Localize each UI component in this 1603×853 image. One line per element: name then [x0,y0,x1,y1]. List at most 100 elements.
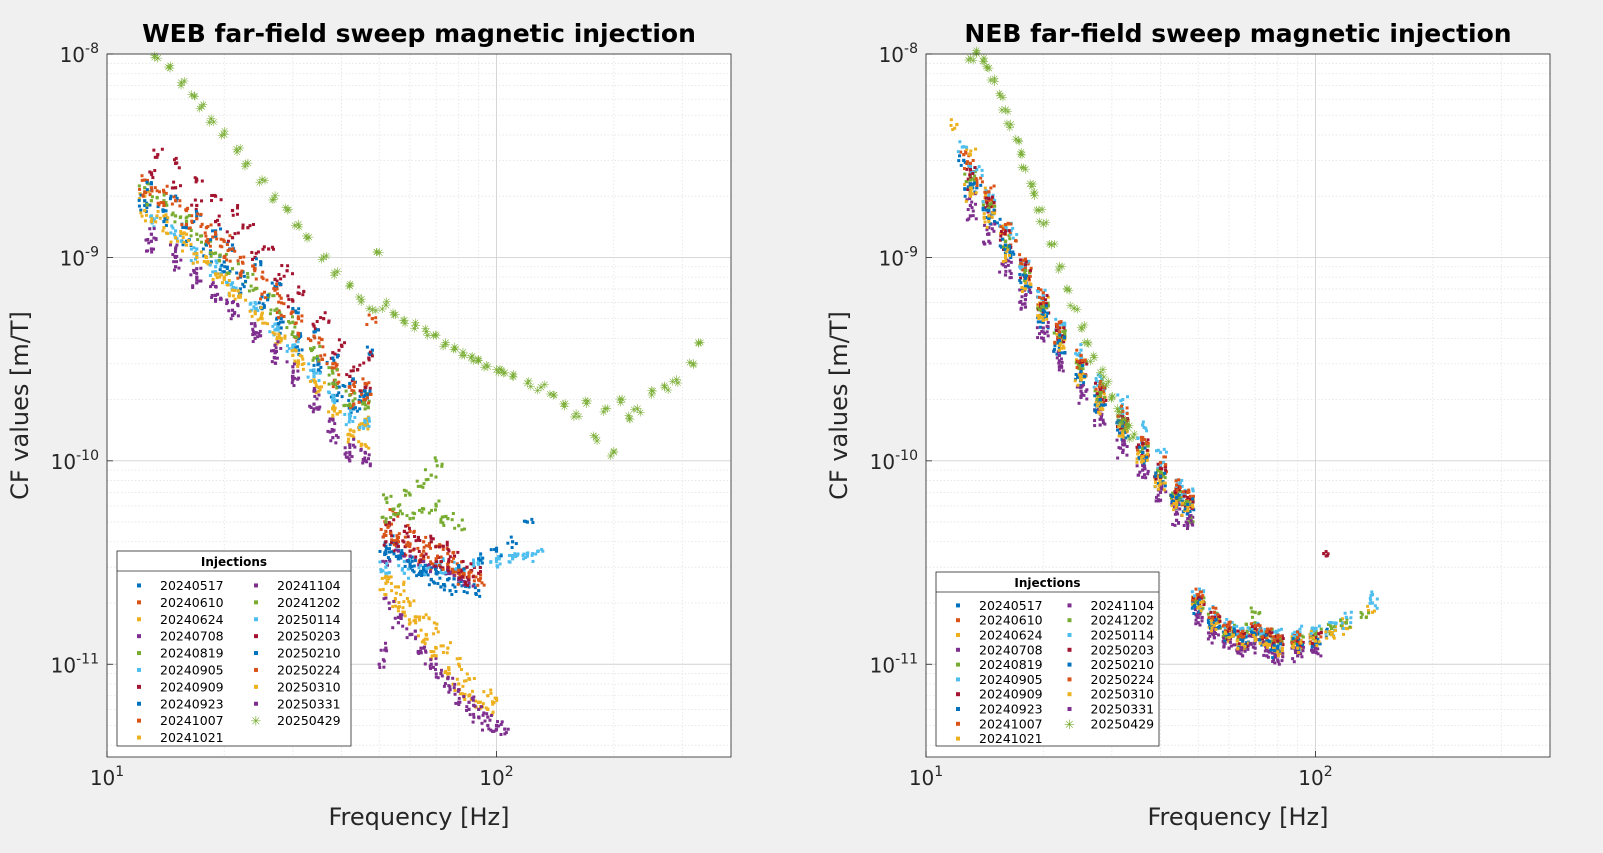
data-point [1079,369,1083,374]
legend-label: 20250203 [1091,642,1155,657]
data-point-jitter [236,289,240,293]
data-point-jitter [472,695,476,699]
data-point-jitter [327,410,331,414]
data-point-jitter [287,347,291,351]
data-point-jitter [1056,341,1060,345]
data-point-jitter [1253,624,1257,628]
data-point [1296,636,1300,640]
data-point-jitter [311,348,315,352]
data-point [384,646,388,650]
data-point-jitter [1019,261,1023,265]
data-point [408,632,412,637]
data-point-jitter [1092,385,1096,389]
data-point-jitter [140,178,144,182]
data-point-jitter [296,311,300,315]
data-point-jitter [256,250,260,254]
data-point-jitter [191,261,195,265]
data-point-jitter [1201,590,1205,594]
data-point-jitter [417,651,421,655]
data-point [195,255,199,260]
data-point-jitter [1125,429,1129,433]
data-point-jitter [1260,637,1264,641]
data-point-jitter [358,363,362,367]
data-point-jitter [504,731,508,735]
data-point-jitter [1006,263,1010,267]
data-point [1041,318,1045,323]
data-point-jitter [151,176,155,180]
data-point-jitter [1263,649,1267,653]
data-point-jitter [1019,306,1023,310]
data-point-jitter [458,692,462,696]
data-point-jitter [1266,655,1270,659]
data-point-jitter [1143,446,1147,450]
data-point-jitter [1199,590,1203,594]
data-point-jitter [252,267,256,271]
data-point-jitter [438,576,442,580]
data-point-jitter [1019,281,1023,285]
data-point-jitter [178,184,182,188]
data-point-jitter [175,254,179,258]
data-point-jitter [1043,288,1047,292]
series-20250331 [144,247,510,736]
data-point-jitter [367,401,371,405]
data-point-jitter [255,306,259,310]
data-point-jitter [306,375,310,379]
data-point-jitter [170,202,174,206]
data-point-jitter [250,257,254,261]
data-point-jitter [315,397,319,401]
data-point-jitter [1073,379,1077,383]
data-point-jitter: ✳ [599,406,608,419]
data-point [1296,642,1300,647]
data-point [1121,424,1125,428]
data-point-jitter [1231,628,1235,632]
data-point [162,199,166,203]
data-point-jitter [169,194,173,198]
data-point [173,186,178,190]
data-point-jitter [1037,295,1041,299]
legend-marker [137,583,141,588]
data-point-jitter [1293,649,1297,653]
legend-marker [1067,692,1072,697]
data-point-jitter [1200,615,1204,619]
legend-label: 20241202 [1091,613,1155,628]
data-point-jitter [1060,360,1064,364]
data-point-jitter [203,231,207,235]
data-point-jitter [274,361,278,365]
data-point-jitter [494,728,498,732]
data-point: ✳ [995,89,1005,103]
data-point [312,374,316,379]
data-point-jitter [332,428,336,432]
data-point-jitter [476,583,480,587]
data-point-jitter [224,273,228,277]
data-point-jitter [497,554,501,558]
data-point-jitter [982,242,986,246]
data-point-jitter [307,362,311,366]
data-point-jitter [1126,434,1130,438]
data-point-jitter [1246,626,1250,630]
data-point-jitter [336,435,340,439]
data-point-jitter: ✳ [668,375,677,388]
data-point-jitter [482,583,486,587]
data-point-jitter [277,334,281,338]
data-point-jitter [1214,622,1218,626]
data-point-jitter [1222,636,1226,640]
data-point-jitter [1194,599,1198,603]
data-point [273,328,277,332]
y-tick-label: 10-9 [879,244,918,270]
data-point-jitter [300,314,304,318]
data-point-jitter: ✳ [969,55,978,68]
data-point-jitter [241,282,245,286]
data-point-jitter [385,501,389,505]
data-point-jitter: ✳ [494,366,503,379]
x-tick-label: 101 [909,764,943,790]
data-point-jitter [279,301,283,305]
data-point-jitter [148,170,152,174]
data-point-jitter [471,698,475,702]
data-point-jitter [199,266,203,270]
data-point-jitter: ✳ [1080,336,1089,349]
data-point-jitter [1076,359,1080,363]
data-point-jitter [479,705,483,709]
data-point-jitter: ✳ [1104,375,1113,388]
data-point-jitter [425,563,429,567]
data-point-jitter [343,384,347,388]
